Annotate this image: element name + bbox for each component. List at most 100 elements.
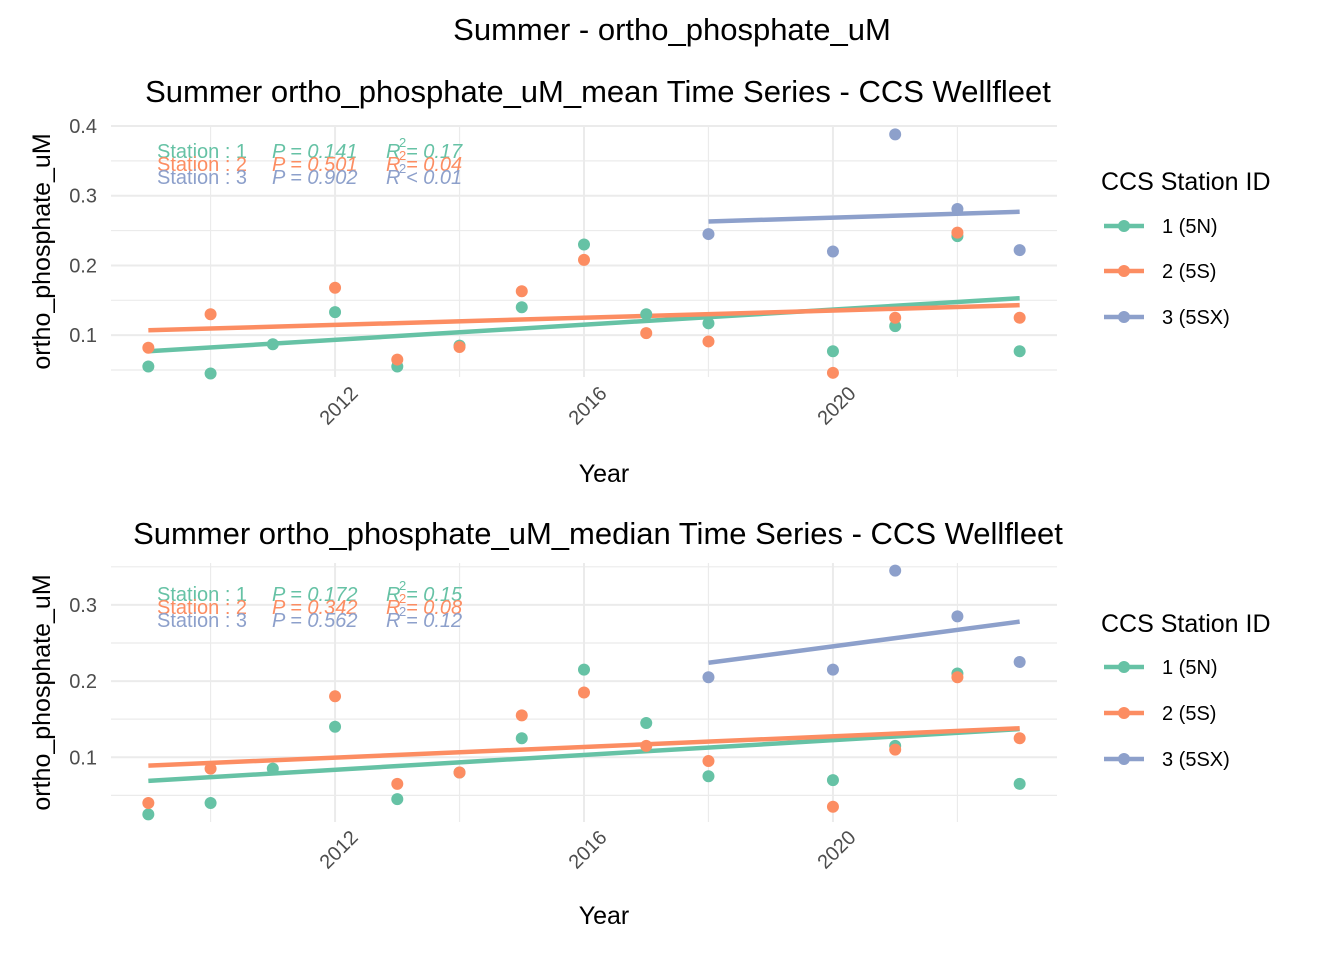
data-point-station-2 <box>142 796 155 809</box>
data-point-station-1 <box>640 716 653 729</box>
data-point-station-3 <box>889 128 902 141</box>
data-point-station-2 <box>951 226 964 239</box>
data-point-station-1 <box>204 796 217 809</box>
annotation-p-value: P = 0.501 <box>272 154 357 176</box>
annotation-station-label: Station : 1 <box>157 141 247 163</box>
data-point-station-3 <box>951 610 964 623</box>
data-point-station-2 <box>640 739 653 752</box>
x-tick-label: 2016 <box>565 383 612 430</box>
legend-item-label: 3 (5SX) <box>1162 749 1230 771</box>
y-axis-title: ortho_phosphate_uM <box>28 574 56 810</box>
data-point-station-2 <box>1013 311 1026 324</box>
legend-title: CCS Station ID <box>1101 610 1271 638</box>
data-point-station-2 <box>826 800 839 813</box>
y-tick-label: 0.1 <box>69 747 97 769</box>
annotation-r-squared: R = 0.04 <box>386 154 462 176</box>
annotation-station-label: Station : 2 <box>157 597 247 619</box>
annotation-station-label: Station : 3 <box>157 167 247 189</box>
data-point-station-1 <box>640 308 653 321</box>
data-point-station-2 <box>391 353 404 366</box>
legend-item-label: 1 (5N) <box>1162 657 1218 679</box>
annotation-p-value: P = 0.562 <box>272 610 357 632</box>
data-point-station-1 <box>329 306 342 319</box>
x-tick-label: 2020 <box>814 383 861 430</box>
data-point-station-2 <box>889 743 902 756</box>
annotation-r-squared: R = 0.08 <box>386 597 462 619</box>
annotation-superscript: 2 <box>399 591 406 606</box>
annotation-station-label: Station : 2 <box>157 154 247 176</box>
data-point-station-1 <box>266 338 279 351</box>
data-point-station-3 <box>702 228 715 241</box>
legend-key-point <box>1118 707 1130 719</box>
data-point-station-2 <box>1013 732 1026 745</box>
x-tick-label: 2020 <box>814 827 861 874</box>
data-point-station-1 <box>515 732 528 745</box>
data-point-station-1 <box>266 762 279 775</box>
data-point-station-1 <box>702 317 715 330</box>
legend: CCS Station ID 1 (5N) 2 (5S) 3 (5SX) <box>1101 610 1271 771</box>
trend-line-station-1 <box>148 295 1020 354</box>
annotation-r-squared: R = 0.12 <box>386 610 462 632</box>
data-point-station-3 <box>951 202 964 215</box>
annotation-superscript: 2 <box>399 604 406 619</box>
panel-1: Summer ortho_phosphate_uM_mean Time Seri… <box>28 74 1271 488</box>
data-point-station-2 <box>578 253 590 266</box>
annotation-superscript: 2 <box>399 161 406 176</box>
figure-suptitle: Summer - ortho_phosphate_uM <box>453 12 891 47</box>
data-point-station-1 <box>142 360 155 373</box>
data-point-station-2 <box>453 766 466 779</box>
annotation-superscript: 2 <box>399 578 406 593</box>
trend-line-station-2 <box>148 726 1020 768</box>
data-point-station-1 <box>702 770 715 783</box>
x-tick-label: 2012 <box>316 383 363 430</box>
data-point-station-1 <box>578 238 590 251</box>
x-tick-label: 2012 <box>316 827 363 874</box>
annotation-station-label: Station : 1 <box>157 584 247 606</box>
legend-key-point <box>1118 753 1130 765</box>
data-point-station-1 <box>1013 345 1026 358</box>
gridlines <box>111 125 1057 377</box>
annotation-p-value: P = 0.902 <box>272 167 357 189</box>
data-point-station-3 <box>702 671 715 684</box>
trend-line-station-2 <box>148 302 1020 333</box>
y-tick-label: 0.2 <box>69 255 97 277</box>
legend-item-label: 1 (5N) <box>1162 216 1218 238</box>
legend-item-label: 2 (5S) <box>1162 261 1216 283</box>
y-tick-label: 0.2 <box>69 671 97 693</box>
data-point-station-1 <box>142 808 155 821</box>
data-point-station-2 <box>640 327 653 340</box>
legend-key-point <box>1118 311 1130 323</box>
legend-title: CCS Station ID <box>1101 168 1271 196</box>
panel-2: Summer ortho_phosphate_uM_median Time Se… <box>28 516 1271 930</box>
data-point-station-2 <box>204 308 217 321</box>
annotation-p-value: P = 0.342 <box>272 597 357 619</box>
legend: CCS Station ID 1 (5N) 2 (5S) 3 (5SX) <box>1101 168 1271 329</box>
data-point-station-1 <box>826 345 839 358</box>
trend-line-station-3 <box>708 209 1020 224</box>
data-point-station-1 <box>204 367 217 380</box>
x-axis-title: Year <box>579 902 630 930</box>
data-point-station-2 <box>204 762 217 775</box>
trend-line-station-3 <box>708 619 1020 666</box>
data-point-station-1 <box>329 720 342 733</box>
data-point-station-2 <box>391 777 404 790</box>
data-point-station-3 <box>1013 244 1026 257</box>
legend-item-label: 3 (5SX) <box>1162 307 1230 329</box>
y-tick-label: 0.3 <box>69 186 97 208</box>
annotation-r-squared: R = 0.17 <box>386 141 463 163</box>
annotation-p-value: P = 0.172 <box>272 584 357 606</box>
data-point-station-2 <box>142 341 155 354</box>
legend-key-point <box>1118 661 1130 673</box>
data-point-station-1 <box>1013 777 1026 790</box>
data-point-station-3 <box>826 245 839 258</box>
data-point-station-3 <box>889 564 902 577</box>
y-tick-label: 0.3 <box>69 595 97 617</box>
data-point-station-2 <box>453 341 466 354</box>
data-point-station-2 <box>515 285 528 298</box>
data-point-station-1 <box>391 793 404 806</box>
annotation-p-value: P = 0.141 <box>272 141 357 163</box>
annotation-r-squared: R < 0.01 <box>386 167 462 189</box>
data-point-station-2 <box>578 686 590 699</box>
panel-title: Summer ortho_phosphate_uM_median Time Se… <box>133 516 1063 551</box>
